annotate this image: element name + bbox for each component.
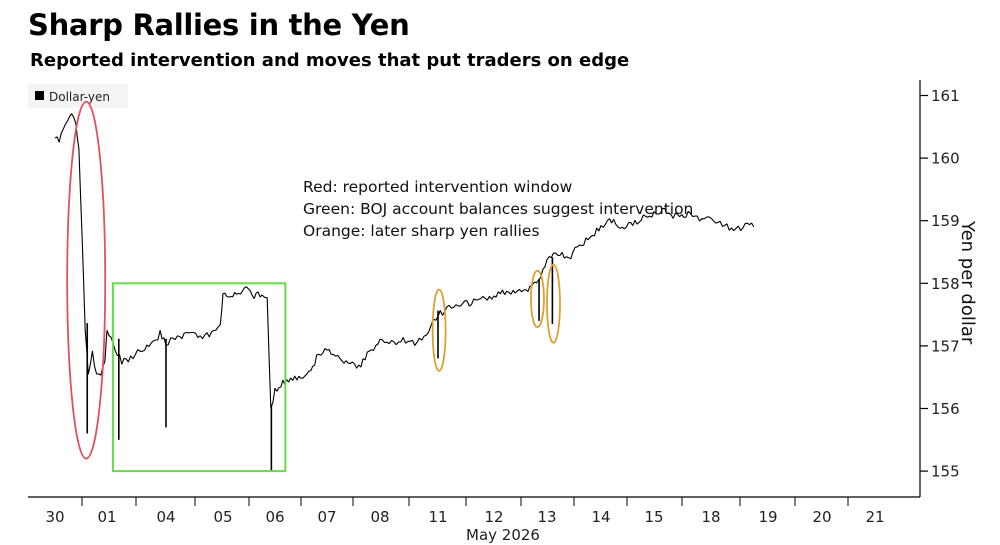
y-tick-label: 157 <box>931 337 960 355</box>
plot-area <box>54 113 755 472</box>
legend-label: Dollar-yen <box>49 90 110 104</box>
legend-swatch <box>35 91 44 100</box>
x-tick-label: 20 <box>812 508 831 526</box>
x-tick-label: 12 <box>484 508 503 526</box>
chart-title: Sharp Rallies in the Yen <box>28 8 410 42</box>
orange-highlight-ellipse <box>530 269 545 329</box>
y-tick-label: 161 <box>931 87 960 105</box>
price-series-line <box>54 113 755 408</box>
annotation-notes: Red: reported intervention window Green:… <box>303 178 693 240</box>
y-tick-label: 155 <box>931 463 960 481</box>
x-axis: 30 01 04 05 06 07 08 11 12 13 14 15 18 19 20 21 <box>28 496 920 526</box>
y-axis-label: Yen per dollar <box>957 220 978 345</box>
x-tick-label: 07 <box>317 508 336 526</box>
orange-highlight-ellipse <box>546 263 561 344</box>
green-intervention-box <box>111 282 287 473</box>
x-tick-label: 14 <box>591 508 610 526</box>
red-highlight-ellipse <box>66 100 107 460</box>
x-tick-label: 04 <box>156 508 175 526</box>
annotation-shapes <box>66 100 561 473</box>
y-axis: 155 156 157 158 159 160 161 <box>919 80 960 497</box>
x-tick-label: 18 <box>701 508 720 526</box>
orange-highlight-ellipse <box>431 288 447 372</box>
chart-legend: Dollar-yen <box>28 84 128 108</box>
note-red: Red: reported intervention window <box>303 178 573 196</box>
x-tick-label: 06 <box>265 508 284 526</box>
note-orange: Orange: later sharp yen rallies <box>303 222 540 240</box>
x-tick-label: 11 <box>428 508 447 526</box>
x-tick-label: 13 <box>537 508 556 526</box>
x-tick-label: 01 <box>97 508 116 526</box>
x-axis-label: May 2026 <box>466 526 540 544</box>
y-tick-label: 156 <box>931 400 960 418</box>
y-tick-label: 160 <box>931 150 960 168</box>
chart-subtitle: Reported intervention and moves that put… <box>30 50 630 71</box>
x-tick-label: 30 <box>45 508 64 526</box>
x-tick-label: 15 <box>644 508 663 526</box>
x-tick-label: 05 <box>213 508 232 526</box>
x-tick-label: 08 <box>370 508 389 526</box>
note-green: Green: BOJ account balances suggest inte… <box>303 200 693 218</box>
y-tick-label: 159 <box>931 212 960 230</box>
x-tick-label: 21 <box>865 508 884 526</box>
y-tick-label: 158 <box>931 275 960 293</box>
x-tick-label: 19 <box>758 508 777 526</box>
